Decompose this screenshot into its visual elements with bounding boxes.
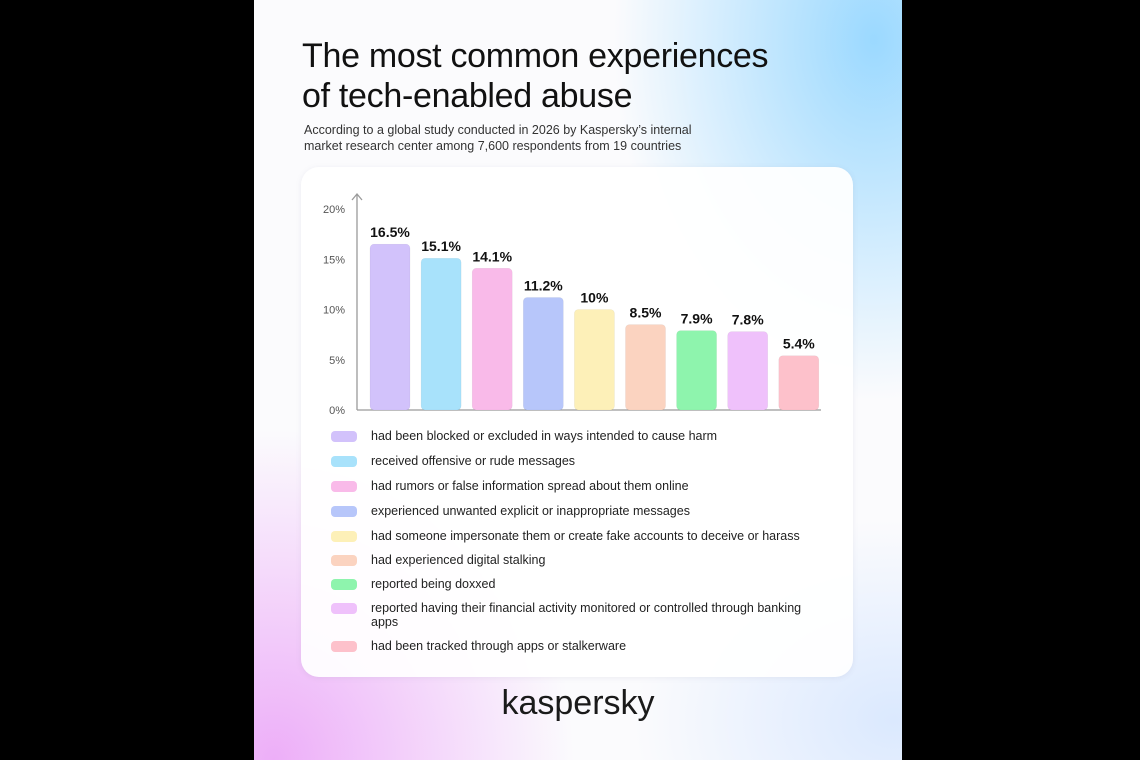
y-tick-label: 20% bbox=[323, 204, 345, 216]
y-tick-label: 10% bbox=[323, 305, 345, 317]
bar-value-label: 7.9% bbox=[681, 311, 713, 327]
legend-item: reported having their financial activity… bbox=[331, 601, 831, 639]
poster: The most common experiences of tech-enab… bbox=[254, 0, 902, 760]
bar-value-label: 10% bbox=[580, 290, 609, 306]
legend-item: had someone impersonate them or create f… bbox=[331, 529, 831, 553]
legend-label: had someone impersonate them or create f… bbox=[371, 529, 800, 543]
bar-value-label: 8.5% bbox=[630, 305, 662, 321]
legend-label: reported being doxxed bbox=[371, 577, 496, 591]
bar-value-label: 5.4% bbox=[783, 336, 815, 352]
legend-item: had been tracked through apps or stalker… bbox=[331, 639, 831, 663]
legend-swatch bbox=[331, 456, 357, 467]
bar bbox=[778, 355, 820, 411]
title-line-2: of tech-enabled abuse bbox=[302, 77, 633, 115]
subtitle-line-2: market research center among 7,600 respo… bbox=[304, 139, 682, 153]
legend-item: had been blocked or excluded in ways int… bbox=[331, 429, 831, 454]
bar bbox=[471, 267, 513, 411]
subtitle-line-1: According to a global study conducted in… bbox=[304, 123, 692, 137]
bar-value-label: 16.5% bbox=[370, 224, 410, 240]
legend-swatch bbox=[331, 531, 357, 542]
legend-item: had experienced digital stalking bbox=[331, 553, 831, 577]
bar bbox=[369, 243, 411, 411]
legend-item: experienced unwanted explicit or inappro… bbox=[331, 504, 831, 529]
y-tick-label: 0% bbox=[329, 405, 345, 417]
chart-card: 0% 5% 10% 15% 20% 16.5% 15.1% 14.1% 11.2% 10% 8.5%… bbox=[301, 167, 853, 677]
title-line-1: The most common experiences bbox=[302, 37, 769, 75]
bar bbox=[676, 330, 717, 411]
legend-label: had been blocked or excluded in ways int… bbox=[371, 429, 718, 443]
bar-value-label: 7.8% bbox=[732, 312, 764, 328]
legend-label: had experienced digital stalking bbox=[371, 553, 546, 567]
legend-swatch bbox=[331, 641, 357, 652]
legend-label: experienced unwanted explicit or inappro… bbox=[371, 504, 690, 518]
legend-swatch bbox=[331, 603, 357, 614]
bar bbox=[727, 331, 769, 411]
legend-label: received offensive or rude messages bbox=[371, 454, 576, 468]
legend-item: received offensive or rude messages bbox=[331, 454, 831, 479]
y-tick-label: 15% bbox=[323, 254, 345, 266]
bar bbox=[420, 257, 462, 411]
legend-swatch bbox=[331, 555, 357, 566]
legend-label: had been tracked through apps or stalker… bbox=[371, 639, 627, 653]
bar bbox=[523, 297, 564, 411]
legend-label: reported having their financial activity… bbox=[371, 601, 802, 629]
brand-logo: kaspersky bbox=[501, 684, 655, 722]
subtitle: According to a global study conducted in… bbox=[304, 122, 774, 154]
bar-value-label: 14.1% bbox=[472, 248, 512, 264]
legend-label: had rumors or false information spread a… bbox=[371, 479, 689, 493]
legend-swatch bbox=[331, 431, 357, 442]
legend-item: had rumors or false information spread a… bbox=[331, 479, 831, 504]
bar-chart: 0% 5% 10% 15% 20% 16.5% 15.1% 14.1% 11.2% 10% 8.5%… bbox=[323, 192, 821, 417]
page-title: The most common experiences of tech-enab… bbox=[302, 36, 862, 116]
bar-value-label: 11.2% bbox=[524, 277, 563, 293]
chart-legend: had been blocked or excluded in ways int… bbox=[331, 429, 831, 663]
y-tick-label: 5% bbox=[329, 355, 345, 367]
y-axis-arrow bbox=[351, 192, 363, 201]
legend-swatch bbox=[331, 481, 357, 492]
legend-swatch bbox=[331, 506, 357, 517]
bar-value-label: 15.1% bbox=[421, 238, 461, 254]
bar bbox=[625, 324, 666, 411]
legend-item: reported being doxxed bbox=[331, 577, 831, 601]
legend-swatch bbox=[331, 579, 357, 590]
bar bbox=[574, 309, 615, 411]
